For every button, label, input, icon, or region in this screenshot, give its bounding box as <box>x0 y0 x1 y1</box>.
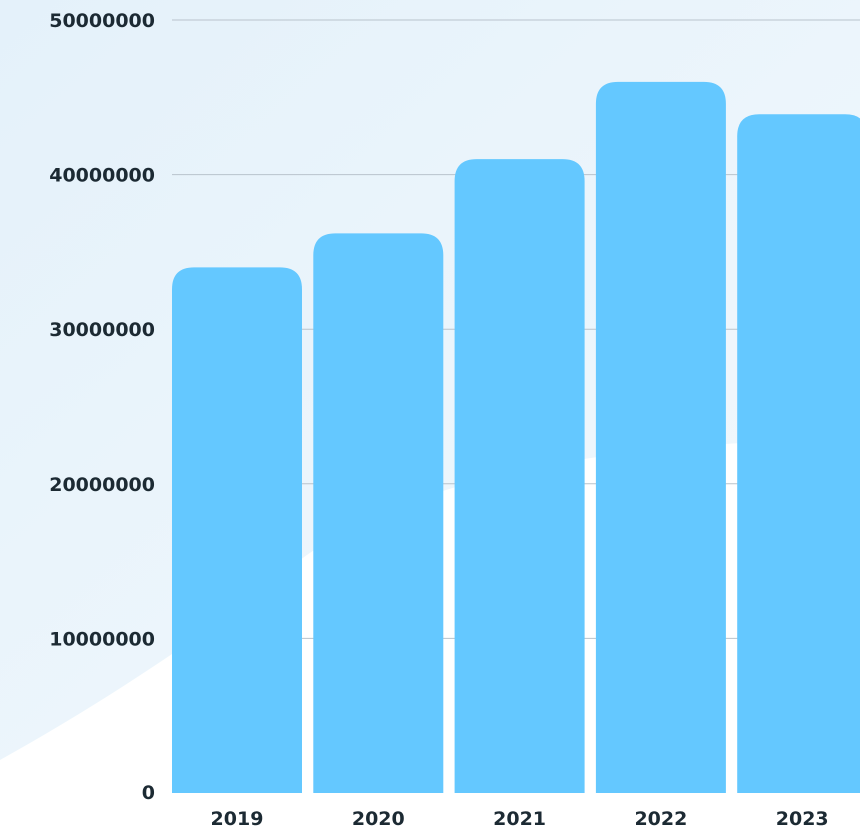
y-tick-label: 50000000 <box>49 10 155 32</box>
y-axis-tick-labels: 0 10000000 20000000 30000000 40000000 5000000… <box>49 10 155 804</box>
x-tick-label: 2022 <box>634 808 687 830</box>
bars <box>172 81 860 794</box>
x-tick-label: 2019 <box>211 808 264 830</box>
bar-2021 <box>454 159 585 793</box>
bar-2019 <box>172 267 302 793</box>
x-tick-label: 2023 <box>776 808 829 830</box>
bar-2023 <box>737 114 860 793</box>
x-tick-label: 2020 <box>352 808 405 830</box>
bar-2020 <box>313 233 444 793</box>
y-tick-label: 0 <box>142 782 155 804</box>
y-tick-label: 40000000 <box>49 165 155 187</box>
y-tick-label: 30000000 <box>49 319 155 341</box>
x-axis-tick-labels: 2019 2020 2021 2022 2023 <box>211 808 829 830</box>
y-tick-label: 20000000 <box>49 474 155 496</box>
bar-2022 <box>595 81 726 794</box>
x-tick-label: 2021 <box>493 808 546 830</box>
y-tick-label: 10000000 <box>49 628 155 650</box>
